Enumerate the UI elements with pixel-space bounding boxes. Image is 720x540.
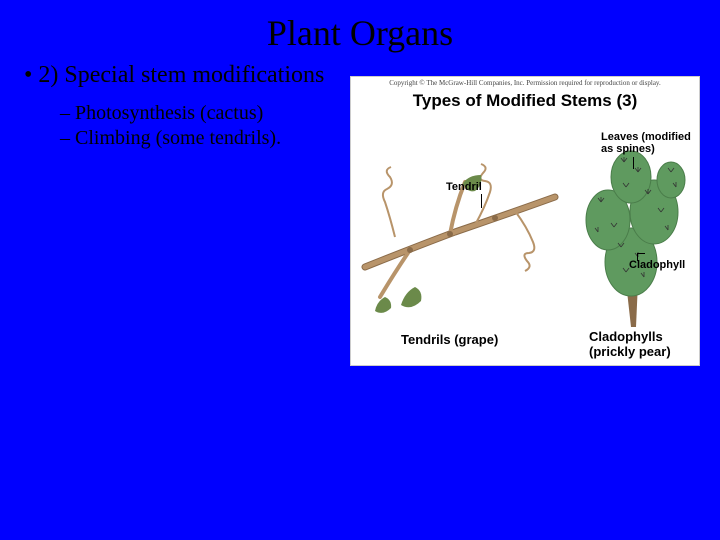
leader-line [633,157,634,169]
figure-panel: Copyright © The McGraw-Hill Companies, I… [350,76,700,366]
figure-title: Types of Modified Stems (3) [351,91,699,111]
slide-title: Plant Organs [0,0,720,62]
label-leaves-spines: Leaves (modified as spines) [601,131,696,155]
prickly-pear-illustration [576,132,696,327]
bullet-level2: Climbing (some tendrils). [76,127,350,150]
bullet-level1: 2) Special stem modifications [38,62,350,90]
caption-cladophylls-pear: Cladophylls (prickly pear) [589,329,699,359]
label-tendril: Tendril [446,181,482,193]
caption-tendrils-grape: Tendrils (grape) [401,332,498,347]
content-area: 2) Special stem modifications Photosynth… [0,62,720,366]
grape-vine-illustration [355,137,565,317]
leader-line [637,253,638,261]
text-column: 2) Special stem modifications Photosynth… [20,62,350,366]
leader-line [637,253,645,254]
figure-copyright: Copyright © The McGraw-Hill Companies, I… [351,77,699,89]
leader-line [481,194,482,208]
bullet-level2: Photosynthesis (cactus) [76,102,350,125]
